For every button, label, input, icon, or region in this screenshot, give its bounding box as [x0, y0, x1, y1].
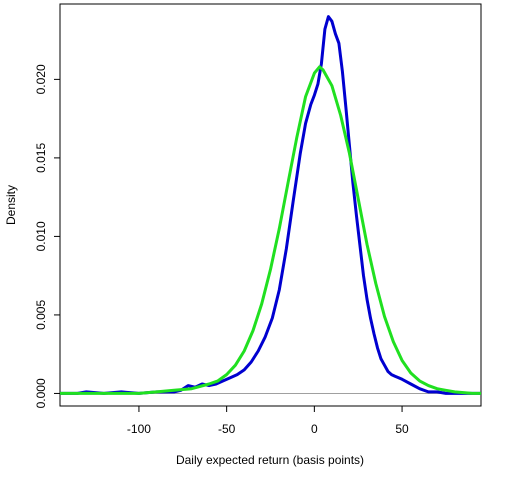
x-tick-label: 0 [311, 422, 318, 436]
y-tick-label: 0.000 [34, 378, 48, 408]
series-group [60, 15, 481, 395]
x-tick-label: 50 [395, 422, 409, 436]
y-axis-title: Density [4, 185, 18, 225]
x-axis: -100 -50 0 50 [127, 406, 409, 436]
y-tick-label: 0.005 [34, 300, 48, 330]
x-tick-label: -50 [218, 422, 236, 436]
x-tick-label: -100 [127, 422, 151, 436]
y-tick-label: 0.020 [34, 64, 48, 94]
x-axis-title: Daily expected return (basis points) [176, 453, 364, 467]
y-axis: 0.000 0.005 0.010 0.015 0.020 [34, 64, 60, 408]
y-tick-label: 0.015 [34, 143, 48, 173]
density-curve-2 [60, 65, 481, 395]
plot-box [59, 3, 482, 407]
y-tick-label: 0.010 [34, 221, 48, 251]
density-curve-1 [60, 15, 481, 395]
